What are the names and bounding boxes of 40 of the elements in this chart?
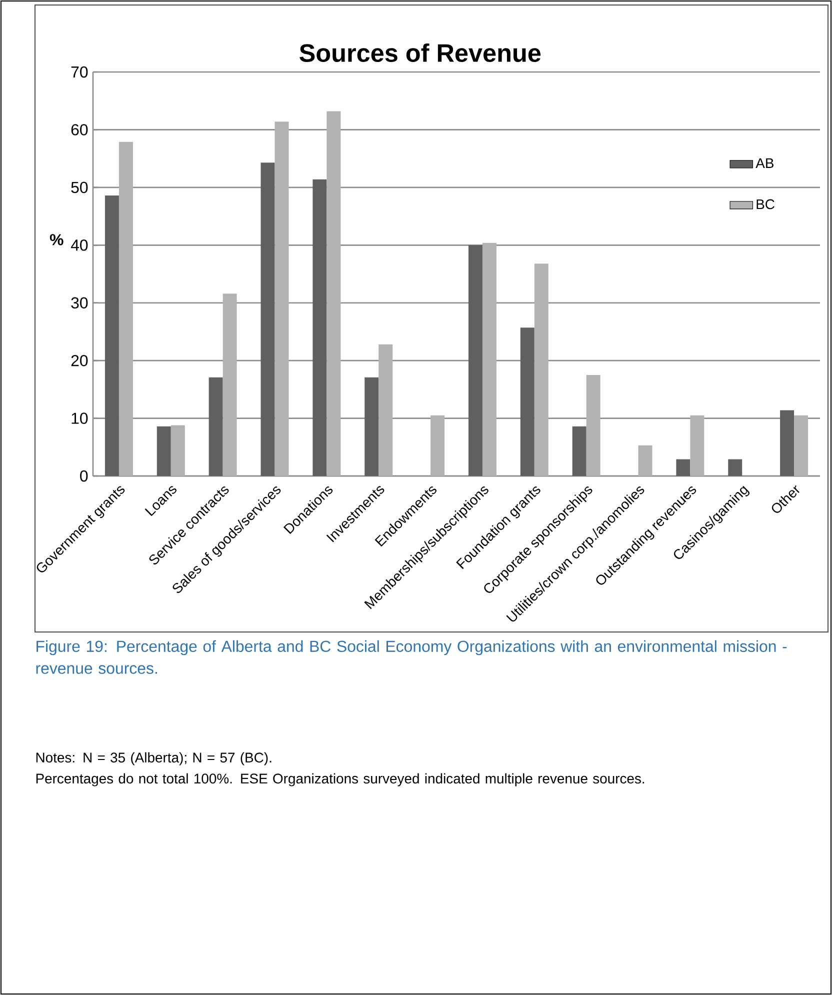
bar [572, 426, 586, 476]
bar [378, 344, 393, 476]
y-tick-label: 20 [71, 354, 88, 366]
y-tick-label: 70 [71, 66, 88, 78]
bar [482, 242, 496, 476]
bar [208, 377, 223, 476]
bar [312, 179, 327, 476]
bar [794, 415, 808, 476]
y-tick-label: 50 [71, 182, 88, 194]
bar [676, 459, 690, 476]
legend-label: BC [756, 199, 774, 210]
bar [430, 415, 445, 476]
bar [156, 426, 171, 476]
caption: Figure 19: Percentage of Alberta and BC Social Economy Organizations with an environmental mission - revenue sources. [36, 640, 787, 674]
bar [690, 415, 704, 476]
bar [638, 445, 652, 476]
y-tick-label: 0 [80, 470, 88, 482]
bar [222, 294, 237, 476]
bar [520, 328, 534, 476]
bar [780, 410, 794, 476]
bar [170, 425, 185, 476]
y-axis-title: % [50, 234, 64, 246]
y-tick-label: 40 [70, 240, 88, 251]
chart-title: Sources of Revenue [300, 43, 541, 62]
legend-label: AB [756, 158, 774, 168]
bar [104, 196, 119, 476]
text: Notes: N = 35 (Alberta); N = 57 (BC). [36, 752, 272, 766]
bar [586, 375, 600, 476]
text: Percentages do not total 100%. ESE Organizations surveyed indicated multiple revenue sources. [36, 773, 644, 786]
bar [274, 122, 289, 476]
y-tick-label: 10 [72, 412, 88, 424]
y-tick-label: 60 [71, 124, 88, 136]
bar [118, 142, 133, 476]
bar [326, 111, 341, 476]
bar [468, 245, 482, 476]
bar [260, 162, 275, 476]
y-tick-label: 30 [71, 297, 88, 308]
bar [534, 264, 548, 476]
bar [728, 459, 742, 476]
bar [364, 377, 379, 476]
